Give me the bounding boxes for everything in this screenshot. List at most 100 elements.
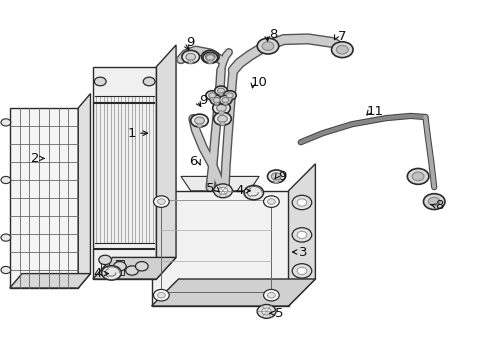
Circle shape <box>267 170 285 183</box>
Text: 11: 11 <box>366 105 383 118</box>
Circle shape <box>273 179 278 183</box>
Circle shape <box>219 93 223 96</box>
Circle shape <box>194 117 204 124</box>
Circle shape <box>223 102 227 105</box>
Text: 2: 2 <box>31 152 40 165</box>
Circle shape <box>210 98 214 100</box>
Circle shape <box>207 60 212 64</box>
Circle shape <box>217 115 227 122</box>
Circle shape <box>257 38 278 54</box>
Circle shape <box>185 53 195 60</box>
Circle shape <box>292 228 311 242</box>
Polygon shape <box>93 257 176 279</box>
Polygon shape <box>78 94 90 288</box>
Text: 5: 5 <box>274 307 283 320</box>
Circle shape <box>212 102 230 114</box>
Circle shape <box>206 55 214 60</box>
Polygon shape <box>156 45 176 279</box>
Circle shape <box>208 93 215 98</box>
Circle shape <box>188 60 193 64</box>
Circle shape <box>190 114 208 127</box>
Circle shape <box>208 60 212 63</box>
Circle shape <box>213 98 220 103</box>
Circle shape <box>267 292 275 298</box>
Circle shape <box>214 179 225 188</box>
Circle shape <box>1 176 11 184</box>
Polygon shape <box>181 176 259 191</box>
Circle shape <box>263 289 279 301</box>
Bar <box>161 200 271 292</box>
Text: 7: 7 <box>337 30 346 42</box>
Circle shape <box>331 42 352 58</box>
Circle shape <box>217 88 224 93</box>
Circle shape <box>125 266 138 275</box>
Circle shape <box>203 52 217 63</box>
Circle shape <box>292 264 311 278</box>
Circle shape <box>427 197 439 206</box>
Circle shape <box>244 185 263 200</box>
Circle shape <box>1 266 11 274</box>
Circle shape <box>407 168 428 184</box>
Text: 9: 9 <box>278 170 286 183</box>
Text: 5: 5 <box>205 183 214 195</box>
Text: 3: 3 <box>298 246 307 258</box>
Circle shape <box>297 267 306 275</box>
Circle shape <box>201 50 219 63</box>
Circle shape <box>263 196 279 207</box>
Text: 8: 8 <box>434 199 443 212</box>
Circle shape <box>411 172 423 181</box>
Polygon shape <box>132 212 151 263</box>
Polygon shape <box>288 164 315 306</box>
Circle shape <box>216 104 226 112</box>
Circle shape <box>205 53 215 60</box>
Text: 1: 1 <box>127 127 136 140</box>
Circle shape <box>297 199 306 206</box>
Circle shape <box>271 173 281 180</box>
Circle shape <box>214 102 218 105</box>
Circle shape <box>153 196 169 207</box>
Text: 4: 4 <box>235 184 244 197</box>
Circle shape <box>227 98 231 100</box>
Circle shape <box>218 187 227 194</box>
Circle shape <box>261 308 271 315</box>
Text: 4: 4 <box>93 267 102 280</box>
Circle shape <box>1 119 11 126</box>
Text: 10: 10 <box>250 76 267 89</box>
Polygon shape <box>151 191 288 306</box>
Circle shape <box>135 262 148 271</box>
Circle shape <box>423 194 444 210</box>
Circle shape <box>213 184 232 198</box>
Polygon shape <box>151 279 315 306</box>
Circle shape <box>219 111 224 115</box>
Circle shape <box>226 93 233 98</box>
Circle shape <box>157 199 165 204</box>
Circle shape <box>336 45 347 54</box>
Circle shape <box>267 199 275 204</box>
Polygon shape <box>10 108 78 288</box>
Circle shape <box>143 77 155 86</box>
Polygon shape <box>10 274 90 288</box>
Circle shape <box>157 292 165 298</box>
Text: 9: 9 <box>186 36 195 49</box>
Circle shape <box>182 50 199 63</box>
Text: 9: 9 <box>198 94 207 107</box>
Circle shape <box>1 234 11 241</box>
Circle shape <box>214 86 227 95</box>
Circle shape <box>205 91 218 100</box>
Circle shape <box>292 195 311 210</box>
Text: 6: 6 <box>188 156 197 168</box>
Circle shape <box>219 95 231 105</box>
Circle shape <box>210 95 223 105</box>
Circle shape <box>257 305 275 318</box>
Circle shape <box>197 123 202 127</box>
Polygon shape <box>93 67 156 279</box>
Circle shape <box>223 91 236 100</box>
Circle shape <box>102 266 121 280</box>
Circle shape <box>94 77 106 86</box>
Circle shape <box>222 98 228 103</box>
Circle shape <box>220 122 224 126</box>
Circle shape <box>213 112 231 125</box>
Text: 8: 8 <box>268 28 277 41</box>
Circle shape <box>153 289 169 301</box>
Circle shape <box>113 262 126 271</box>
